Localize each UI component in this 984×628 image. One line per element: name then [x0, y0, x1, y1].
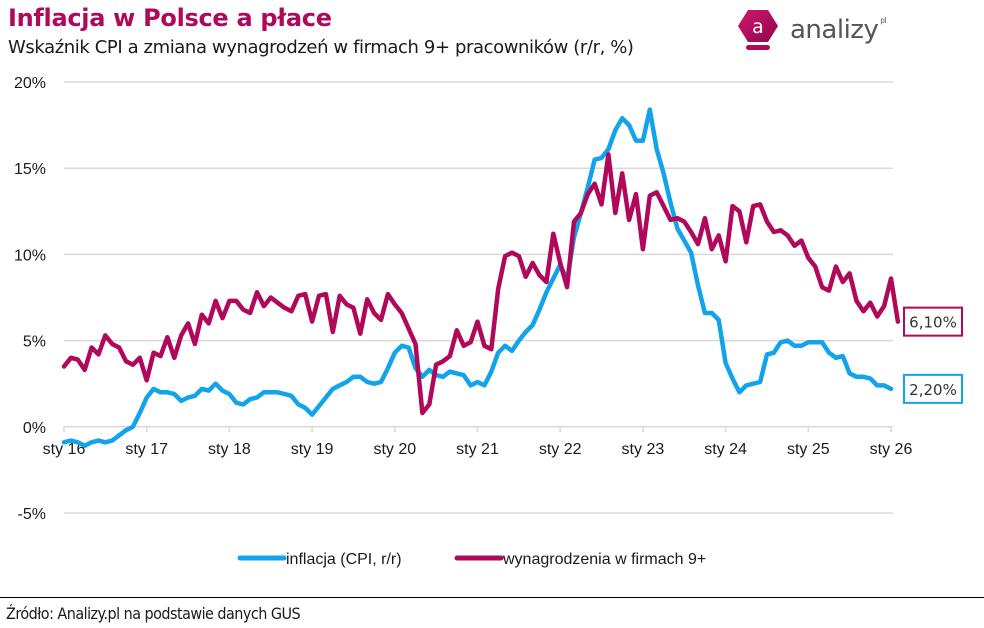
series-lines	[61, 107, 901, 449]
y-tick-label: 0%	[23, 420, 46, 437]
y-tick-label: 10%	[14, 247, 46, 264]
x-tick-label: sty 26	[870, 441, 913, 458]
y-tick-label: -5%	[18, 506, 46, 523]
logo-suffix: pl	[880, 15, 887, 25]
x-tick-label: sty 19	[291, 441, 334, 458]
x-tick-label: sty 25	[787, 441, 830, 458]
x-tick-label: sty 21	[456, 441, 499, 458]
y-tick-label: 15%	[14, 161, 46, 178]
y-axis-ticks: -5% 0% 5% 10% 15% 20%	[14, 75, 46, 523]
x-tick-label: sty 20	[373, 441, 416, 458]
x-tick-label: sty 22	[539, 441, 582, 458]
end-labels: 2,20% 6,10%	[903, 306, 963, 404]
legend: inflacja (CPI, r/r) wynagrodzenia w firma…	[237, 551, 706, 568]
logo-letter: a	[752, 16, 764, 38]
series-line-inflacja	[61, 107, 894, 449]
x-tick-label: sty 16	[43, 441, 86, 458]
x-tick-label: sty 23	[622, 441, 665, 458]
chart-subtitle: Wskaźnik CPI a zmiana wynagrodzeń w firm…	[8, 37, 634, 58]
logo-text: analizy	[790, 15, 879, 45]
y-tick-label: 20%	[14, 75, 46, 92]
gridlines	[64, 81, 893, 514]
x-axis: sty 16 sty 17 sty 18 sty 19 sty 20 sty 21 sty …	[43, 426, 913, 458]
legend-label: wynagrodzenia w firmach 9+	[502, 551, 706, 568]
series-line-wynagrodzenia	[61, 152, 901, 416]
end-label-box	[903, 306, 963, 337]
legend-label: inflacja (CPI, r/r)	[286, 551, 402, 568]
end-label-box	[903, 373, 963, 404]
x-tick-label: sty 18	[208, 441, 251, 458]
source-note: Źródło: Analizy.pl na podstawie danych G…	[6, 604, 301, 623]
logo-hexagon-icon: a	[736, 8, 780, 52]
x-tick-label: sty 24	[704, 441, 747, 458]
end-label-value: 2,20%	[909, 381, 957, 399]
x-tick-label: sty 17	[125, 441, 168, 458]
end-label-value: 6,10%	[909, 314, 957, 332]
y-tick-label: 5%	[23, 334, 46, 351]
chart-title: Inflacja w Polsce a płace	[8, 4, 332, 32]
analizy-logo: a analizy pl	[736, 8, 887, 52]
footer-divider	[0, 597, 984, 598]
